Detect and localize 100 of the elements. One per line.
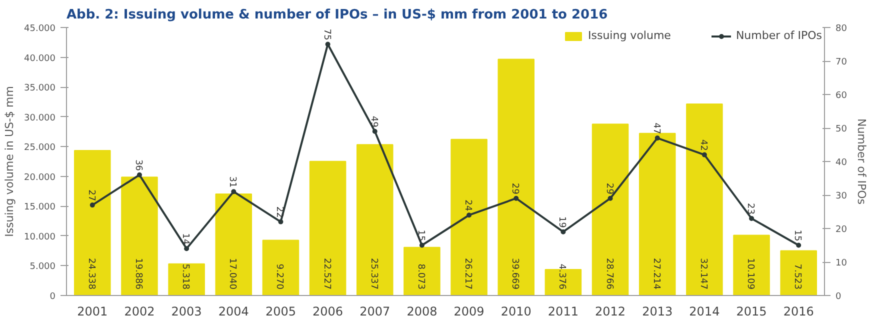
y2-axis-title: Number of IPOs xyxy=(854,118,868,205)
data-label: 24 xyxy=(462,200,473,212)
data-label: 14 xyxy=(180,233,190,245)
y2-tick-label: 50 xyxy=(836,124,848,134)
data-label: 17.040 xyxy=(227,258,238,290)
data-label: 7.523 xyxy=(792,264,802,290)
x-tick-label: 2001 xyxy=(77,304,108,318)
point xyxy=(372,128,378,134)
bar xyxy=(74,150,111,296)
y-tick-label: 15.000 xyxy=(24,202,56,213)
point xyxy=(231,189,236,194)
bar xyxy=(638,132,676,296)
y-tick-label: 5.000 xyxy=(30,262,56,272)
bar xyxy=(498,58,535,296)
point xyxy=(749,216,754,221)
point xyxy=(560,229,566,234)
x-tick-label: 2011 xyxy=(548,304,578,318)
y2-tick-label: 20 xyxy=(836,225,848,235)
data-label: 22 xyxy=(274,206,284,218)
x-tick-label: 2015 xyxy=(736,304,767,318)
bar xyxy=(215,194,252,296)
bar xyxy=(309,160,346,296)
data-label: 25.337 xyxy=(368,258,378,290)
x-tick-label: 2006 xyxy=(312,304,344,318)
bar xyxy=(356,144,394,296)
point xyxy=(608,196,613,201)
x-tick-label: 2013 xyxy=(642,304,673,318)
data-label: 27 xyxy=(86,190,96,202)
x-tick-label: 2005 xyxy=(265,304,296,318)
point xyxy=(278,219,284,224)
data-label: 47 xyxy=(650,122,661,134)
point xyxy=(514,196,519,201)
y-tick-label: 0 xyxy=(50,292,56,302)
bar xyxy=(121,176,158,296)
bar xyxy=(733,234,770,296)
bar xyxy=(168,263,205,296)
data-label: 8.073 xyxy=(415,264,426,290)
data-label: 42 xyxy=(698,139,708,151)
data-label: 15 xyxy=(792,230,802,242)
bar xyxy=(404,246,440,296)
data-label: 31 xyxy=(227,176,238,188)
data-label: 75 xyxy=(321,28,332,40)
x-tick-label: 2004 xyxy=(218,304,249,318)
point xyxy=(654,136,660,141)
x-tick-label: 2016 xyxy=(783,304,814,318)
x-tick-label: 2007 xyxy=(360,304,390,318)
point xyxy=(325,42,330,47)
chart-title: Abb. 2: Issuing volume & number of IPOs – in US-$ mm from 2001 to 2016 xyxy=(66,8,608,22)
data-label: 19 xyxy=(556,216,567,228)
point xyxy=(184,246,190,252)
point xyxy=(466,212,472,218)
x-tick-label: 2009 xyxy=(454,304,484,318)
data-label: 39.669 xyxy=(510,258,520,290)
data-label: 4.376 xyxy=(556,264,567,290)
bar xyxy=(686,104,723,296)
y-tick-label: 20.000 xyxy=(24,172,56,183)
data-label: 5.318 xyxy=(180,264,190,290)
legend-label: Number of IPOs xyxy=(736,29,822,42)
y-tick-label: 30.000 xyxy=(24,113,56,124)
bar xyxy=(780,250,817,296)
data-label: 36 xyxy=(132,159,143,172)
y-tick-label: 25.000 xyxy=(24,143,56,154)
y2-tick-label: 10 xyxy=(836,258,848,268)
y-tick-label: 35.000 xyxy=(24,84,56,94)
y-tick-label: 45.000 xyxy=(24,24,56,34)
data-label: 10.109 xyxy=(745,258,756,290)
point xyxy=(702,152,707,158)
y2-tick-label: 60 xyxy=(836,91,848,101)
point xyxy=(419,242,424,248)
data-label: 49 xyxy=(368,116,378,128)
y2-tick-label: 0 xyxy=(836,292,842,302)
data-label: 32.147 xyxy=(698,258,708,290)
x-tick-label: 2003 xyxy=(171,304,202,318)
x-tick-label: 2008 xyxy=(406,304,438,318)
data-label: 24.338 xyxy=(86,258,96,290)
y-tick-label: 40.000 xyxy=(24,54,56,64)
y2-tick-label: 40 xyxy=(836,158,848,168)
data-label: 29 xyxy=(604,182,614,195)
data-label: 29 xyxy=(510,182,520,195)
x-tick-label: 2012 xyxy=(595,304,626,318)
y2-tick-label: 80 xyxy=(836,24,848,34)
data-label: 28.766 xyxy=(604,258,614,290)
bar xyxy=(450,138,488,296)
bar xyxy=(592,124,629,296)
y2-tick-label: 30 xyxy=(836,192,848,202)
data-label: 19.886 xyxy=(132,258,143,290)
data-label: 22.527 xyxy=(321,258,332,290)
point xyxy=(90,202,95,208)
data-label: 26.217 xyxy=(462,258,473,290)
point xyxy=(136,172,142,178)
x-tick-label: 2014 xyxy=(689,304,720,318)
x-tick-label: 2002 xyxy=(124,304,155,318)
data-label: 27.214 xyxy=(650,258,661,290)
data-label: 9.270 xyxy=(274,264,284,290)
point xyxy=(796,242,802,248)
bar xyxy=(262,240,300,296)
y-tick-label: 10.000 xyxy=(24,232,56,242)
x-tick-label: 2010 xyxy=(500,304,532,318)
y-axis-title: Issuing volume in US-$ mm xyxy=(3,86,16,237)
y2-tick-label: 70 xyxy=(836,58,848,68)
